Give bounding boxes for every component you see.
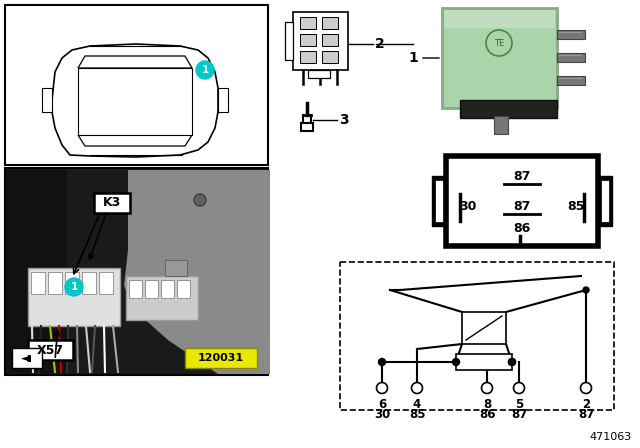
Bar	[5, 168, 268, 375]
Text: 4: 4	[413, 398, 421, 411]
Bar	[99, 272, 113, 294]
Bar	[322, 17, 338, 29]
Bar	[601, 180, 609, 222]
Text: 8: 8	[483, 398, 491, 411]
Text: 1: 1	[202, 65, 209, 75]
Text: 2: 2	[375, 37, 385, 51]
Polygon shape	[52, 44, 218, 157]
Bar	[322, 51, 338, 63]
Bar	[557, 30, 585, 39]
Circle shape	[378, 358, 385, 366]
Bar	[28, 268, 120, 326]
Bar	[446, 156, 598, 246]
Bar	[340, 262, 614, 410]
Circle shape	[196, 61, 214, 79]
Text: 6: 6	[378, 398, 386, 411]
Circle shape	[376, 383, 387, 393]
Bar	[285, 22, 293, 60]
Bar	[129, 280, 142, 298]
Bar	[126, 276, 198, 320]
Bar	[300, 17, 316, 29]
Bar	[460, 100, 557, 118]
Bar	[462, 312, 506, 344]
Circle shape	[481, 383, 493, 393]
Bar	[456, 354, 512, 370]
Text: 1: 1	[70, 282, 77, 292]
Bar	[494, 116, 508, 134]
Bar	[442, 8, 557, 108]
Bar	[557, 76, 585, 85]
Text: 87: 87	[513, 169, 531, 182]
Bar	[7, 170, 67, 373]
Circle shape	[583, 287, 589, 293]
Circle shape	[412, 383, 422, 393]
Polygon shape	[78, 68, 192, 135]
Bar	[432, 176, 446, 226]
Text: 30: 30	[460, 199, 477, 212]
Bar	[12, 348, 42, 368]
Text: 87: 87	[513, 199, 531, 212]
Text: ◄▮: ◄▮	[21, 353, 33, 362]
Bar	[300, 34, 316, 46]
Text: 87: 87	[511, 408, 527, 421]
Text: TE: TE	[494, 39, 504, 47]
Bar	[48, 272, 62, 294]
Bar	[5, 5, 268, 165]
Bar	[300, 51, 316, 63]
Bar	[31, 272, 45, 294]
Text: 5: 5	[515, 398, 523, 411]
Text: 471063: 471063	[589, 432, 632, 442]
Polygon shape	[124, 170, 270, 374]
Text: 86: 86	[513, 221, 531, 234]
Bar	[65, 272, 79, 294]
Circle shape	[580, 383, 591, 393]
Bar	[293, 12, 348, 70]
Circle shape	[513, 383, 525, 393]
Text: X57: X57	[36, 344, 63, 357]
Text: 87: 87	[578, 408, 594, 421]
Bar	[308, 70, 330, 78]
Bar	[42, 88, 52, 112]
Text: 3: 3	[339, 113, 349, 127]
Circle shape	[194, 194, 206, 206]
Text: K3: K3	[103, 197, 121, 210]
Bar	[165, 260, 187, 276]
Text: 85: 85	[567, 199, 585, 212]
Text: 30: 30	[374, 408, 390, 421]
Bar	[598, 176, 612, 226]
Text: 86: 86	[479, 408, 495, 421]
Text: 2: 2	[582, 398, 590, 411]
Bar	[435, 180, 443, 222]
Bar	[218, 88, 228, 112]
Bar	[28, 340, 73, 360]
Bar	[185, 348, 257, 368]
Polygon shape	[78, 56, 192, 68]
Bar	[444, 10, 555, 28]
Bar	[322, 34, 338, 46]
Polygon shape	[78, 135, 192, 146]
Bar	[145, 280, 158, 298]
Circle shape	[65, 278, 83, 296]
Text: 85: 85	[409, 408, 425, 421]
Circle shape	[452, 358, 460, 366]
Bar	[82, 272, 96, 294]
Text: 1: 1	[408, 51, 418, 65]
Circle shape	[509, 358, 515, 366]
Text: 120031: 120031	[198, 353, 244, 363]
Bar	[557, 53, 585, 62]
Bar	[94, 193, 130, 213]
Circle shape	[509, 358, 515, 366]
Bar	[177, 280, 190, 298]
Bar	[161, 280, 174, 298]
